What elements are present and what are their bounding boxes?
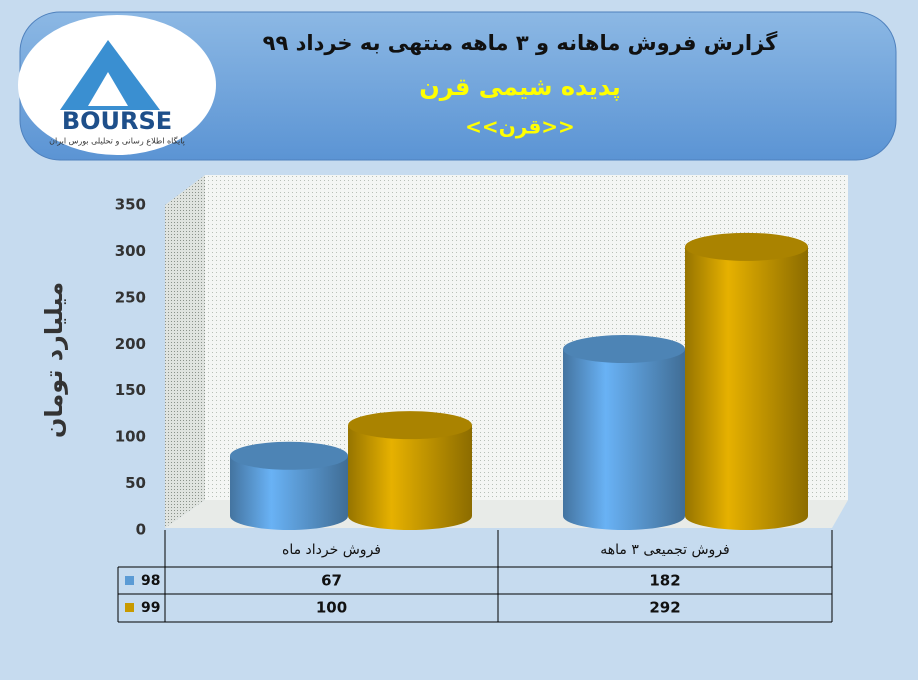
data-table: [117, 530, 833, 623]
y-tick-label: 300: [115, 242, 146, 260]
legend-label: 99: [141, 600, 160, 616]
cylinder-body: [563, 349, 685, 530]
cylinder-top: [563, 335, 685, 363]
legend-swatch: [125, 603, 134, 612]
annotation: <<قرن>>: [465, 115, 575, 139]
cylinder-top: [230, 441, 348, 470]
y-tick-label: 0: [136, 521, 146, 539]
cylinder-top: [685, 232, 808, 261]
y-tick-label: 250: [115, 288, 146, 306]
y-axis-label: میلیارد تومان: [40, 282, 68, 438]
table-value: 292: [649, 599, 680, 617]
cylinder-top: [348, 411, 472, 440]
table-value: 182: [649, 572, 680, 590]
y-tick-label: 150: [115, 381, 146, 399]
logo-shape: [60, 40, 160, 110]
table-value: 67: [321, 572, 342, 590]
legend-swatch: [125, 576, 134, 585]
legend-label: 98: [141, 573, 160, 589]
y-tick-label: 350: [115, 196, 146, 214]
chart-subtitle: پدیده شیمی قرن: [419, 73, 621, 101]
cylinder-body: [348, 425, 472, 530]
x-tick-label: فروش خرداد ماه: [282, 542, 381, 558]
table-value: 100: [316, 599, 347, 617]
logo-subtitle: پایگاه اطلاع رسانی و تحلیلی بورس ایران: [49, 136, 185, 146]
y-tick-label: 50: [125, 474, 146, 492]
side-wall: [165, 175, 205, 528]
x-tick-label: فروش تجمیعی ۳ ماهه: [600, 542, 729, 558]
logo-text: BOURSE: [62, 107, 172, 135]
y-tick-label: 200: [115, 335, 146, 353]
y-tick-label: 100: [115, 428, 146, 446]
cylinder-body: [685, 246, 808, 530]
chart-title: گزارش فروش ماهانه و ۳ ماهه منتهی به خردا…: [263, 30, 778, 55]
cylinder-body: [230, 455, 348, 530]
logo-shape: [88, 72, 128, 106]
